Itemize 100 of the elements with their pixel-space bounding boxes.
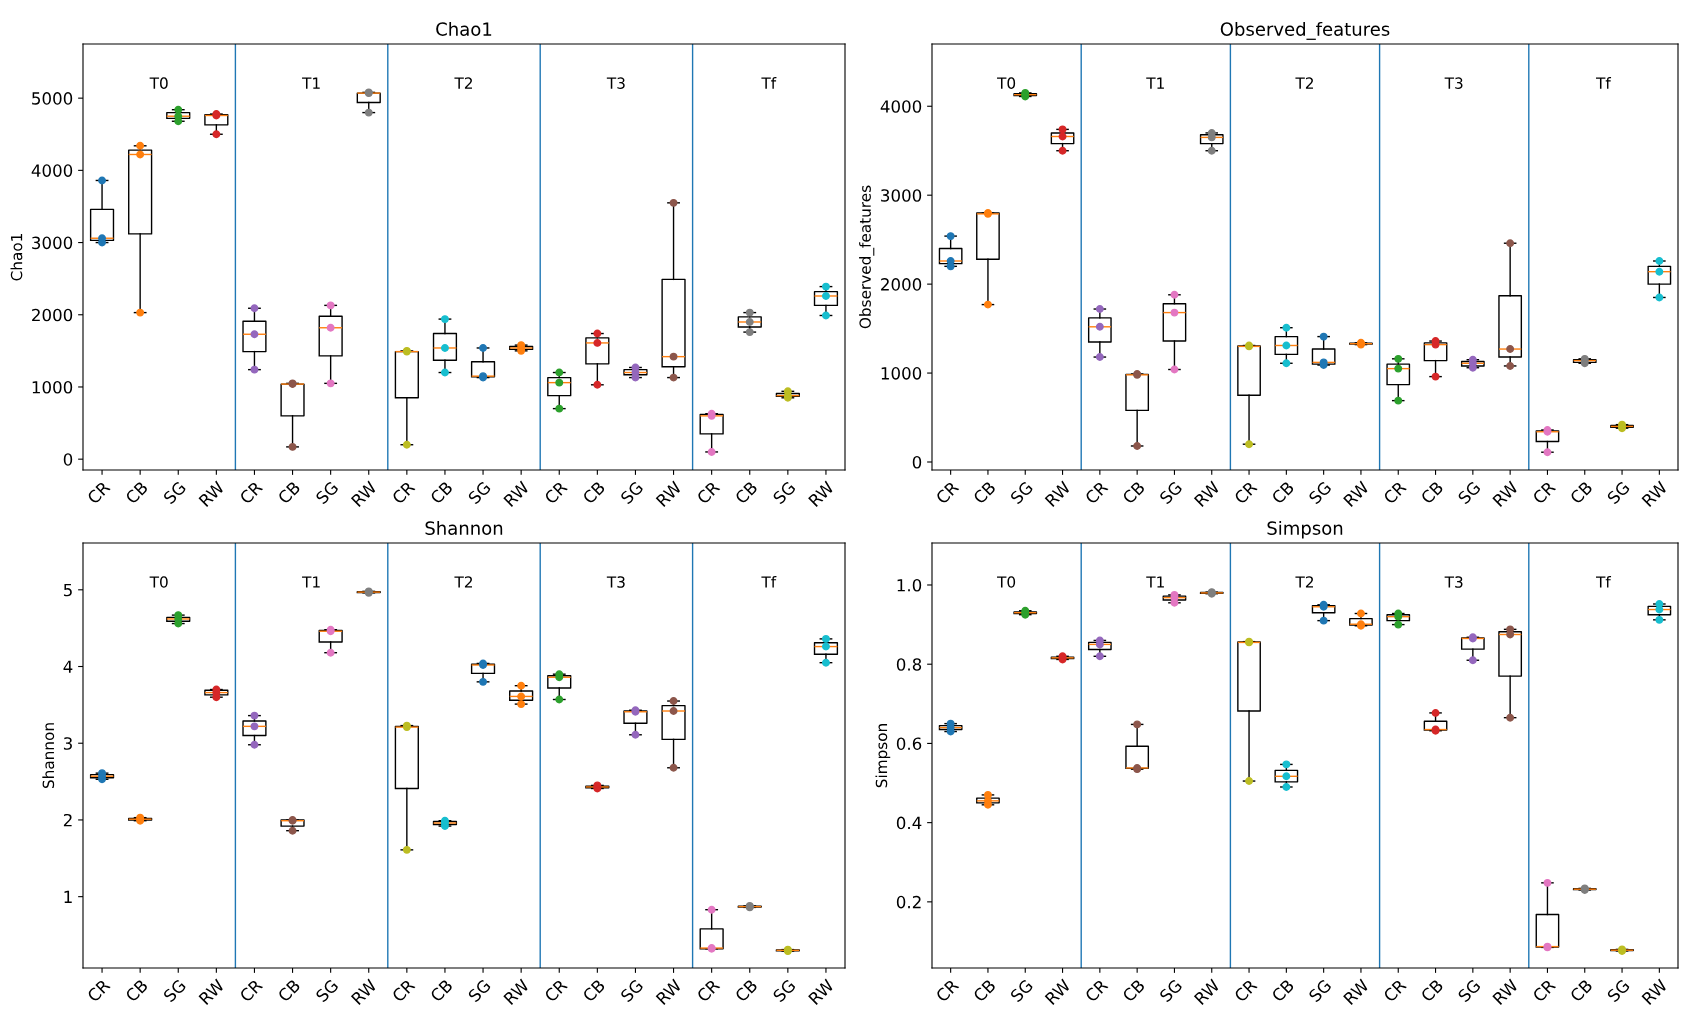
y-axis-title: Observed_features: [859, 185, 875, 329]
x-tick-label: RW: [808, 978, 835, 1005]
x-tick-label: CB: [124, 978, 149, 1003]
x-tick-label: SG: [1308, 978, 1332, 1003]
x-tick-label: RW: [503, 480, 530, 507]
x-tick-label: RW: [1343, 480, 1370, 507]
y-tick-label: 5: [63, 583, 72, 597]
x-tick-label: SG: [467, 480, 492, 505]
y-axis-title: Simpson: [875, 724, 891, 788]
annotation: T2: [1295, 576, 1313, 588]
x-tick-label: RW: [350, 480, 378, 507]
x-tick-label: CB: [277, 480, 301, 505]
x-tick-label: SG: [1009, 480, 1034, 505]
x-tick-label: CR: [543, 978, 569, 1003]
y-tick-label: 0.6: [896, 737, 922, 750]
x-tick-label: SG: [315, 480, 339, 505]
annotation: T3: [1444, 77, 1463, 89]
x-tick-label: CB: [1420, 480, 1444, 505]
x-tick-label: CR: [86, 480, 111, 505]
x-tick-label: CR: [1382, 978, 1408, 1003]
x-tick-label: CR: [935, 480, 960, 505]
x-tick-label: SG: [1606, 480, 1631, 505]
annotation: Tf: [1596, 77, 1612, 89]
y-tick-label: 0.4: [896, 816, 922, 830]
annotation: T3: [606, 576, 625, 588]
x-tick-label: CR: [391, 978, 416, 1003]
x-tick-label: CB: [124, 480, 149, 505]
annotation: T0: [997, 77, 1016, 89]
x-tick-label: SG: [1009, 978, 1034, 1003]
annotation: T2: [1295, 77, 1313, 89]
x-tick-label: CB: [1270, 978, 1295, 1003]
annotation: T0: [997, 576, 1016, 588]
x-tick-label: CB: [277, 978, 301, 1003]
x-tick-label: RW: [1193, 480, 1221, 507]
x-tick-label: CR: [1531, 978, 1557, 1003]
x-tick-label: RW: [1193, 978, 1221, 1005]
x-tick-label: CB: [429, 480, 454, 505]
x-tick-label: CB: [734, 978, 759, 1003]
annotation: T3: [606, 77, 625, 89]
y-tick-label: 0.2: [896, 895, 921, 909]
y-tick-label: 3000: [881, 189, 922, 202]
x-tick-label: SG: [1457, 978, 1481, 1003]
y-axis-title: Shannon: [42, 723, 55, 789]
x-tick-label: CR: [1084, 480, 1109, 505]
x-tick-label: RW: [655, 978, 683, 1005]
y-tick-label: 4000: [880, 100, 922, 113]
x-tick-label: CB: [1121, 978, 1146, 1003]
y-tick-label: 5000: [32, 92, 73, 105]
y-tick-label: 1.0: [897, 578, 922, 592]
x-tick-label: CB: [734, 480, 759, 505]
x-tick-label: CR: [1084, 978, 1109, 1003]
x-tick-label: CB: [1270, 480, 1295, 505]
x-tick-label: CB: [972, 480, 997, 505]
x-tick-label: RW: [198, 978, 225, 1005]
x-tick-label: SG: [1457, 480, 1481, 505]
x-tick-label: CB: [972, 978, 997, 1003]
y-tick-label: 4000: [31, 164, 73, 177]
x-tick-label: CB: [581, 480, 606, 505]
x-tick-label: CB: [1420, 978, 1444, 1003]
y-tick-label: 2000: [32, 308, 73, 322]
x-tick-label: CR: [1531, 480, 1557, 505]
y-tick-label: 1000: [881, 367, 922, 380]
x-tick-label: CR: [1382, 480, 1408, 505]
x-tick-label: SG: [619, 978, 644, 1003]
x-tick-label: CR: [935, 978, 960, 1003]
chart-title: Shannon: [425, 520, 503, 535]
x-tick-label: CR: [1233, 480, 1258, 505]
x-tick-label: RW: [655, 480, 683, 507]
x-tick-label: RW: [350, 978, 378, 1005]
x-tick-label: RW: [1044, 978, 1072, 1005]
x-tick-label: RW: [1343, 978, 1370, 1005]
x-tick-label: RW: [198, 480, 225, 507]
annotation: T0: [149, 576, 168, 588]
x-tick-label: CR: [238, 978, 264, 1003]
x-tick-label: RW: [1641, 978, 1668, 1005]
annotation: T2: [454, 77, 472, 89]
annotation: T2: [454, 576, 472, 588]
y-tick-label: 0: [912, 455, 922, 469]
y-tick-label: 0: [63, 453, 73, 466]
chart-title: Observed_features: [1220, 21, 1390, 40]
annotation: T1: [1146, 576, 1164, 588]
x-tick-label: CR: [391, 480, 416, 505]
annotation: Tf: [761, 77, 777, 89]
chart-title: Simpson: [1267, 520, 1343, 539]
y-tick-label: 1000: [32, 380, 73, 394]
x-tick-label: SG: [772, 480, 796, 505]
x-tick-label: CB: [1121, 480, 1146, 505]
x-tick-label: CR: [696, 978, 721, 1003]
x-tick-label: SG: [315, 978, 339, 1003]
x-tick-label: CB: [1569, 480, 1594, 505]
x-tick-label: RW: [503, 978, 530, 1005]
y-tick-label: 0.8: [896, 658, 922, 671]
annotation: T1: [302, 576, 320, 588]
y-tick-label: 1: [64, 890, 72, 903]
x-tick-label: SG: [1158, 480, 1183, 505]
chart-title: Chao1: [436, 21, 492, 36]
y-tick-label: 3: [63, 737, 72, 750]
x-tick-label: RW: [1492, 978, 1519, 1005]
y-tick-label: 2000: [881, 278, 922, 291]
annotation: Tf: [761, 575, 777, 588]
